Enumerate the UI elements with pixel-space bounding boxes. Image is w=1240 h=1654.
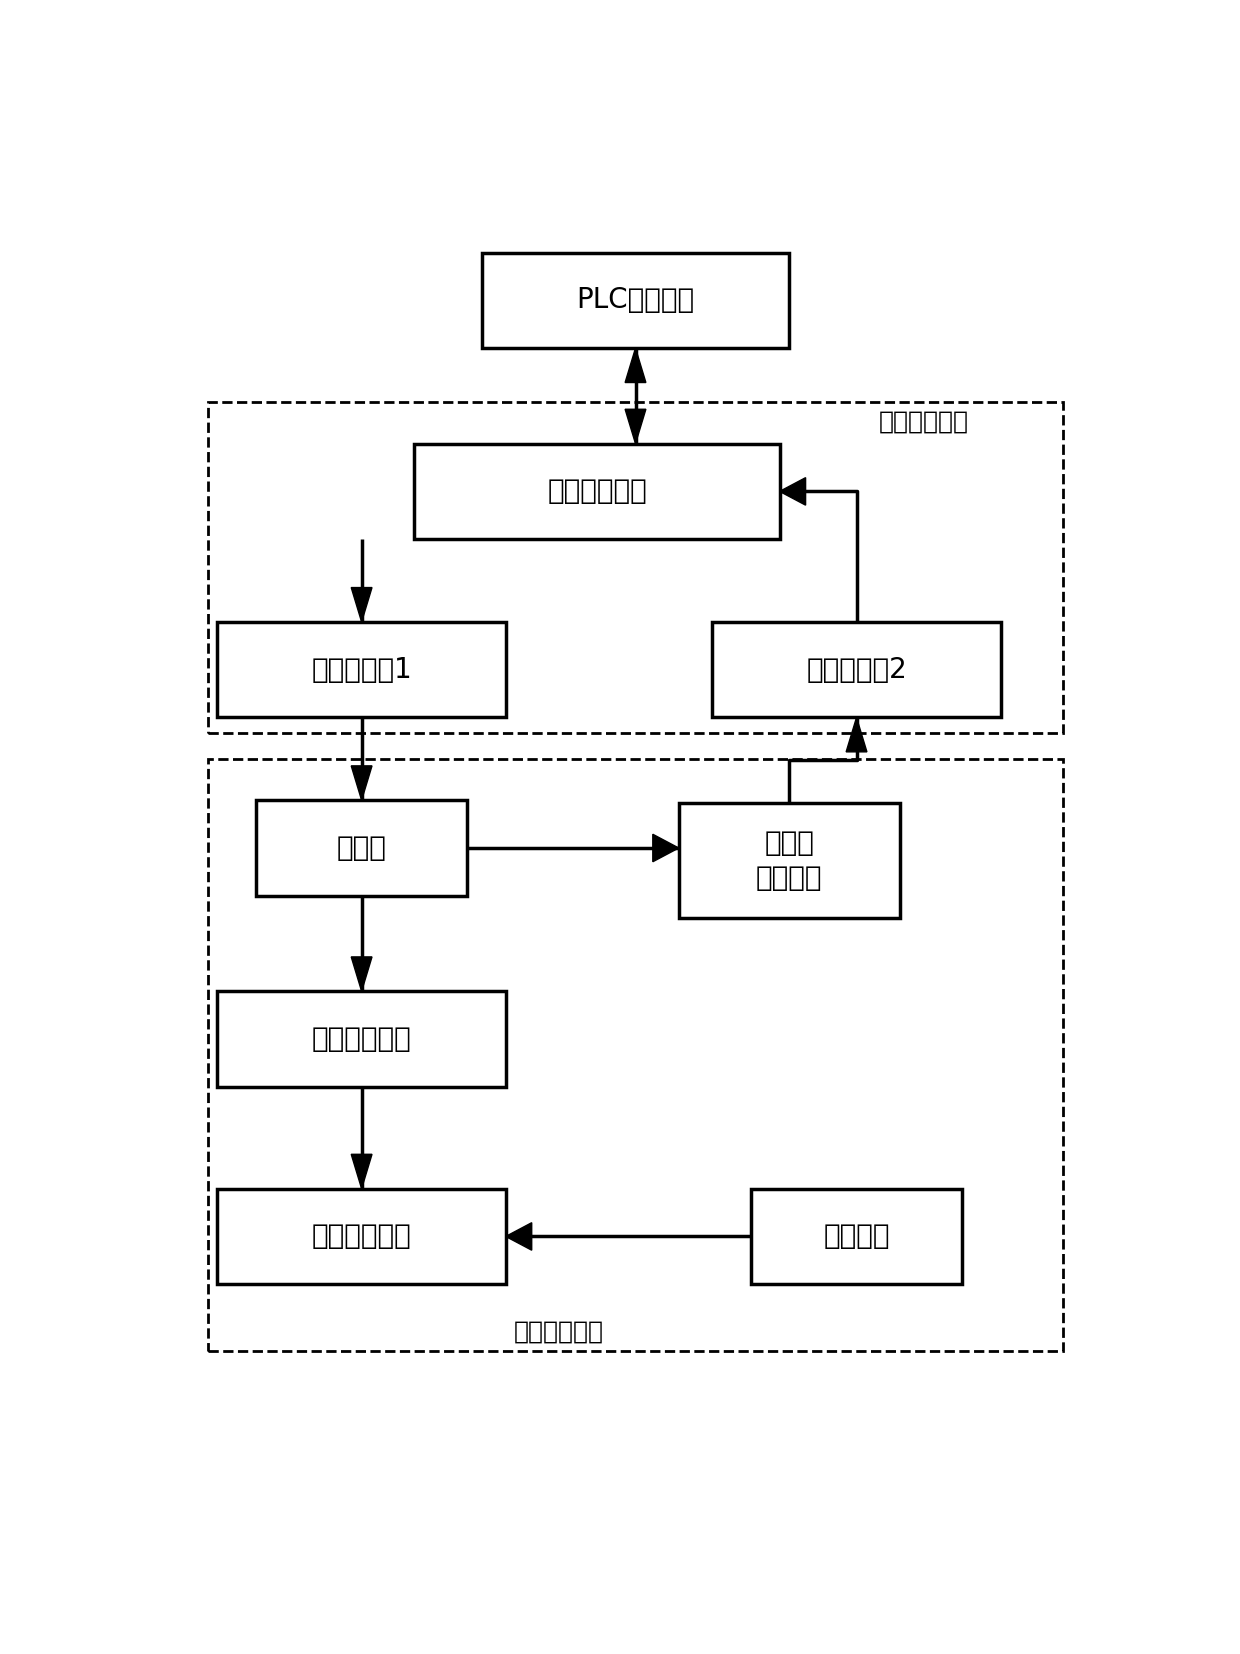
Bar bbox=[255, 801, 467, 896]
Bar bbox=[208, 402, 1063, 733]
Polygon shape bbox=[652, 834, 678, 862]
Polygon shape bbox=[846, 718, 867, 753]
Bar bbox=[751, 1189, 962, 1284]
Text: 继电器操作室: 继电器操作室 bbox=[879, 409, 968, 433]
Bar bbox=[712, 622, 1001, 718]
Text: 废水处理现场: 废水处理现场 bbox=[513, 1320, 604, 1345]
Polygon shape bbox=[506, 1222, 532, 1250]
Text: 酸碱中和装置: 酸碱中和装置 bbox=[311, 1025, 412, 1054]
Polygon shape bbox=[351, 1154, 372, 1189]
Bar bbox=[208, 759, 1063, 1351]
Polygon shape bbox=[625, 347, 646, 382]
Bar bbox=[414, 443, 780, 539]
Polygon shape bbox=[780, 478, 806, 504]
Text: 接触器: 接触器 bbox=[337, 834, 387, 862]
Polygon shape bbox=[351, 766, 372, 801]
Polygon shape bbox=[625, 409, 646, 443]
Bar bbox=[678, 804, 900, 918]
Text: 中间继电器2: 中间继电器2 bbox=[806, 655, 906, 683]
Text: 嵌入式控制器: 嵌入式控制器 bbox=[547, 478, 647, 506]
Bar bbox=[217, 991, 506, 1087]
Text: 中间继电器1: 中间继电器1 bbox=[311, 655, 412, 683]
Polygon shape bbox=[351, 587, 372, 622]
Polygon shape bbox=[351, 958, 372, 991]
Text: 污水处理设备: 污水处理设备 bbox=[311, 1222, 412, 1250]
Bar bbox=[481, 253, 789, 347]
Text: PLC总控制器: PLC总控制器 bbox=[577, 286, 694, 314]
Text: 监测设备: 监测设备 bbox=[823, 1222, 890, 1250]
Bar bbox=[217, 1189, 506, 1284]
Text: 接触器
常开触点: 接触器 常开触点 bbox=[756, 829, 822, 892]
Bar bbox=[217, 622, 506, 718]
